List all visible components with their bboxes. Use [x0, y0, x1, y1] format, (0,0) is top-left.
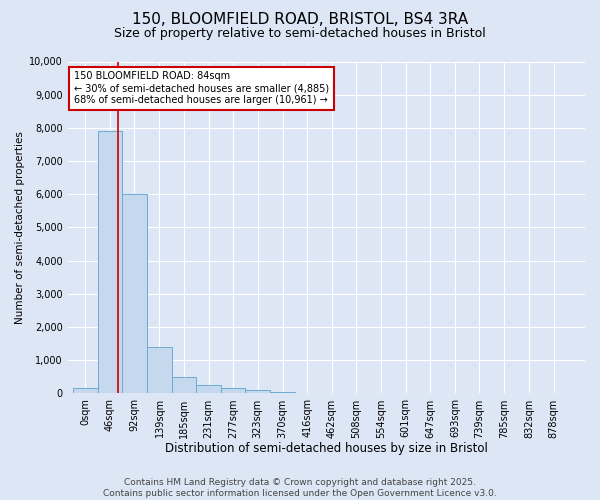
Text: 150 BLOOMFIELD ROAD: 84sqm
← 30% of semi-detached houses are smaller (4,885)
68%: 150 BLOOMFIELD ROAD: 84sqm ← 30% of semi… — [74, 72, 329, 104]
Y-axis label: Number of semi-detached properties: Number of semi-detached properties — [15, 131, 25, 324]
Bar — [196, 385, 221, 394]
Bar — [172, 377, 196, 394]
Bar — [122, 194, 147, 394]
Bar — [221, 388, 245, 394]
Bar — [271, 392, 295, 394]
Text: 150, BLOOMFIELD ROAD, BRISTOL, BS4 3RA: 150, BLOOMFIELD ROAD, BRISTOL, BS4 3RA — [132, 12, 468, 28]
Text: Size of property relative to semi-detached houses in Bristol: Size of property relative to semi-detach… — [114, 28, 486, 40]
X-axis label: Distribution of semi-detached houses by size in Bristol: Distribution of semi-detached houses by … — [165, 442, 488, 455]
Bar — [73, 388, 98, 394]
Text: Contains HM Land Registry data © Crown copyright and database right 2025.
Contai: Contains HM Land Registry data © Crown c… — [103, 478, 497, 498]
Bar — [245, 390, 271, 394]
Bar — [147, 347, 172, 394]
Bar — [98, 131, 122, 394]
